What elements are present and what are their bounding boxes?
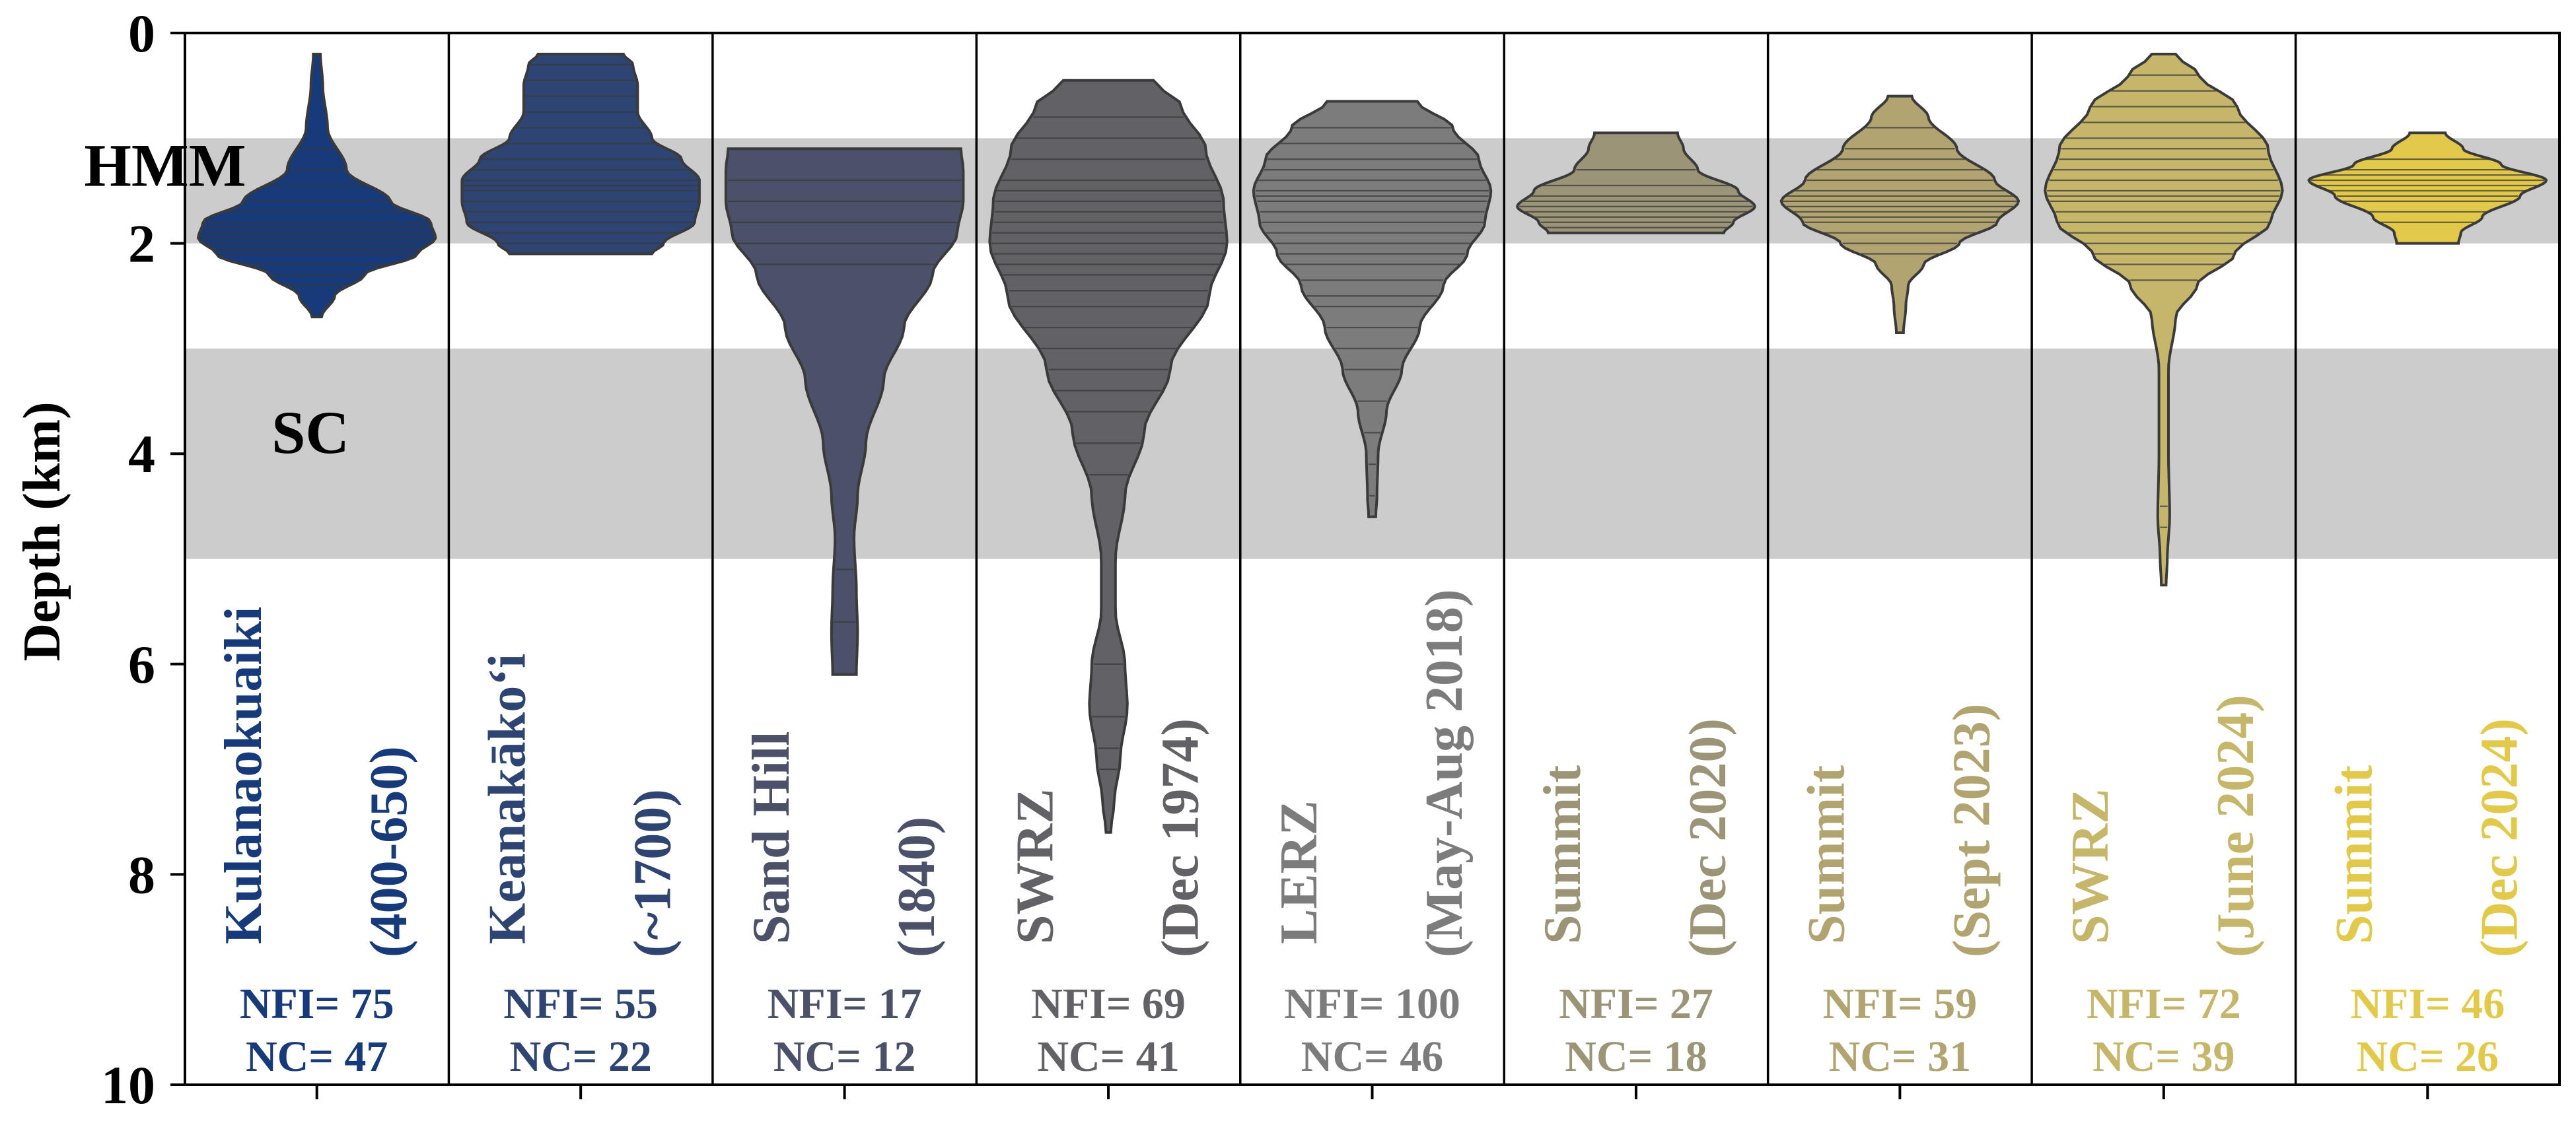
violin-7 — [1779, 94, 2021, 334]
violin-1 — [196, 52, 437, 319]
nc-label: NC= 46 — [1301, 1033, 1443, 1081]
nfi-label: NFI= 17 — [768, 980, 922, 1028]
violin-2 — [460, 52, 701, 256]
violin-name-label: Summit — [2326, 765, 2384, 944]
violin-period-label: (1840) — [888, 817, 946, 957]
y-tick-label: 2 — [128, 214, 155, 274]
y-tick-label: 10 — [101, 1055, 155, 1115]
nfi-label: NFI= 72 — [2087, 980, 2241, 1028]
violin-name-label: LERZ — [1270, 800, 1328, 944]
nfi-label: NFI= 75 — [240, 980, 394, 1028]
nfi-label: NFI= 69 — [1031, 980, 1186, 1028]
nc-label: NC= 22 — [509, 1033, 651, 1081]
violin-period-label: (~1700) — [624, 789, 682, 957]
violin-body — [1252, 100, 1493, 518]
violin-labels: Kulanaokuaiki (400-650) NFI= 75 NC= 47 Keana… — [215, 589, 2529, 1081]
violin-period-label: (Dec 1974) — [1151, 718, 1209, 957]
nc-label: NC= 41 — [1037, 1033, 1179, 1081]
violin-name-label: Summit — [1534, 765, 1592, 944]
nc-label: NC= 39 — [2093, 1033, 2235, 1081]
violin-body — [988, 79, 1229, 834]
nc-label: NC= 31 — [1829, 1033, 1971, 1081]
violin-4 — [988, 79, 1229, 834]
band-label-sc: SC — [271, 399, 349, 466]
violin-3 — [724, 147, 965, 676]
nfi-label: NFI= 55 — [503, 980, 658, 1028]
nfi-label: NFI= 59 — [1822, 980, 1977, 1028]
violin-period-label: (June 2024) — [2207, 695, 2265, 957]
y-tick-label: 6 — [128, 634, 155, 695]
violins — [196, 52, 2548, 834]
violin-body — [2044, 52, 2284, 587]
violin-name-label: Sand Hill — [742, 732, 801, 944]
violin-period-label: (400-650) — [360, 746, 418, 957]
nfi-label: NFI= 27 — [1559, 980, 1713, 1028]
violin-5 — [1252, 100, 1493, 518]
violin-body — [460, 52, 701, 256]
band-label-hmm: HMM — [84, 131, 246, 199]
y-axis: 0 2 4 6 8 10 — [101, 3, 185, 1115]
y-tick-label: 0 — [128, 3, 155, 63]
y-axis-label: Depth (km) — [13, 401, 71, 661]
nfi-label: NFI= 100 — [1284, 980, 1460, 1028]
violin-period-label: (Sept 2023) — [1943, 704, 2001, 957]
nc-label: NC= 12 — [773, 1033, 915, 1081]
nc-label: NC= 26 — [2357, 1033, 2499, 1081]
violin-name-label: Summit — [1798, 765, 1856, 944]
violin-body — [2307, 131, 2548, 245]
violin-name-label: SWRZ — [2061, 788, 2120, 944]
y-tick-label: 4 — [128, 424, 155, 484]
violin-body — [1516, 131, 1756, 234]
nc-label: NC= 18 — [1565, 1033, 1707, 1081]
violin-body — [724, 147, 965, 676]
violin-8 — [2044, 52, 2284, 587]
violin-body — [1779, 94, 2021, 334]
violin-name-label: Kulanaokuaiki — [215, 607, 273, 944]
y-tick-label: 8 — [128, 844, 155, 905]
violin-name-label: Keanakāko‘i — [478, 654, 536, 944]
violin-9 — [2307, 131, 2548, 245]
violin-period-label: (Dec 2024) — [2471, 718, 2529, 957]
nc-label: NC= 47 — [246, 1033, 388, 1081]
nfi-label: NFI= 46 — [2350, 980, 2505, 1028]
violin-name-label: SWRZ — [1006, 788, 1064, 944]
plot-frame — [184, 32, 2561, 1099]
violin-6 — [1516, 131, 1756, 234]
violin-period-label: (Dec 2020) — [1679, 718, 1737, 957]
violin-period-label: (May-Aug 2018) — [1415, 589, 1474, 957]
